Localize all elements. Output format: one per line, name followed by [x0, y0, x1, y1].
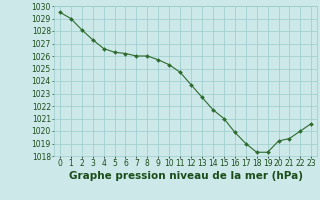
X-axis label: Graphe pression niveau de la mer (hPa): Graphe pression niveau de la mer (hPa): [68, 171, 303, 181]
